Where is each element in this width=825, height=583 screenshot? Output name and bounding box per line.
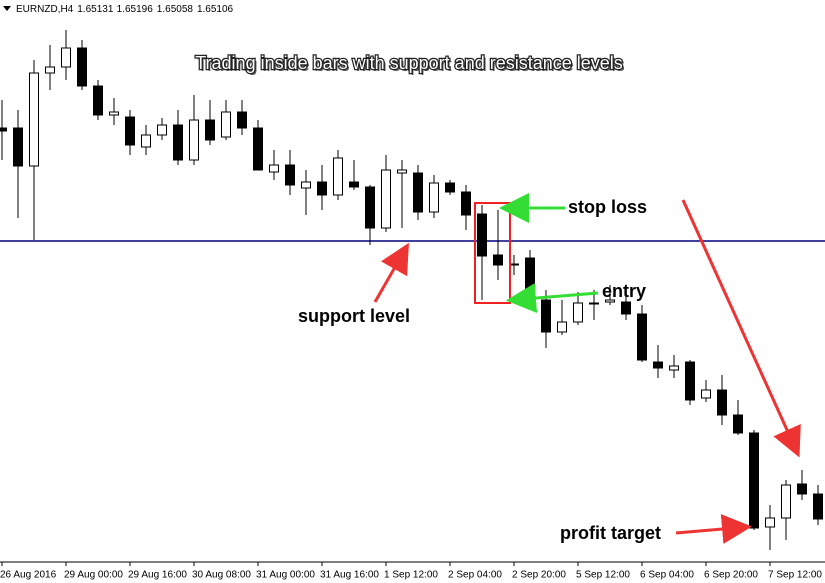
candle-body (477, 213, 487, 257)
candle-body (109, 111, 119, 116)
candle-body (781, 484, 791, 519)
candle-body (61, 47, 71, 68)
candle-body (205, 119, 215, 141)
candle-body (813, 493, 823, 520)
annotation: stop loss (568, 197, 647, 217)
x-tick-label: 6 Sep 20:00 (704, 570, 758, 581)
x-tick-label: 29 Aug 00:00 (64, 570, 123, 581)
candle-body (621, 301, 631, 315)
candle-body (429, 182, 439, 213)
candle-body (221, 111, 231, 138)
candle-body (669, 365, 679, 371)
inside-bar-box (474, 202, 511, 304)
x-tick-label: 1 Sep 12:00 (384, 570, 438, 581)
candle-body (317, 181, 327, 196)
header-price: 1.65058 (157, 4, 194, 15)
candle-body (701, 389, 711, 399)
candle-body (797, 483, 807, 495)
x-tick-label: 6 Sep 04:00 (640, 570, 694, 581)
menu-triangle (3, 6, 11, 11)
x-tick-label: 7 Sep 12:00 (768, 570, 822, 581)
candle-body (253, 127, 263, 171)
candle-body (765, 517, 775, 528)
title-shadow: Trading inside bars with support and res… (197, 55, 625, 75)
candle-body (749, 432, 759, 529)
candle-body (653, 361, 663, 369)
x-tick-label: 2 Sep 20:00 (512, 570, 566, 581)
candle-body (13, 127, 23, 167)
header-price: 1.65196 (117, 4, 154, 15)
candle-body (269, 164, 279, 173)
annotation: support level (298, 306, 410, 326)
x-tick-label: 26 Aug 2016 (0, 570, 57, 581)
header-price: 1.65106 (197, 4, 234, 15)
candle-body (173, 124, 183, 161)
x-tick-label: 31 Aug 16:00 (320, 570, 379, 581)
candle-body (333, 157, 343, 196)
x-tick-label: 2 Sep 04:00 (448, 570, 502, 581)
symbol: EURNZD,H4 (16, 4, 74, 15)
plot (0, 30, 825, 550)
x-tick-label: 31 Aug 00:00 (256, 570, 315, 581)
candle-body (29, 72, 39, 167)
candle-body (365, 186, 375, 229)
candle-body (381, 169, 391, 229)
candle-body (733, 414, 743, 434)
support-arrow (373, 242, 409, 303)
candle-body (493, 254, 503, 266)
annotation: entry (602, 281, 646, 301)
candle-body (717, 389, 727, 416)
x-tick-label: 5 Sep 12:00 (576, 570, 630, 581)
candle-body (525, 257, 535, 301)
candle-body (461, 191, 471, 216)
candle-body (157, 124, 167, 136)
candle-body (445, 182, 455, 193)
profit-arrow (675, 514, 752, 544)
candle-body (605, 299, 615, 303)
candle-body (349, 181, 359, 188)
candle-body (189, 119, 199, 161)
entry-arrow (506, 283, 599, 314)
candle-body (237, 111, 247, 129)
candle-body (77, 47, 87, 87)
x-tick-label: 30 Aug 08:00 (192, 570, 251, 581)
header-price: 1.65131 (77, 4, 114, 15)
annotation: profit target (560, 523, 661, 543)
candle-body (573, 302, 583, 323)
candle-body (285, 164, 295, 186)
candle-body (45, 66, 55, 74)
candle-body (541, 299, 551, 333)
chart-title: Trading inside bars with support and res… (195, 53, 623, 73)
candle-body (637, 313, 647, 361)
candle-body (141, 134, 151, 148)
candle-body (301, 181, 311, 189)
header: EURNZD,H4 1.65131 1.65196 1.65058 1.65106 (16, 4, 234, 15)
candle-body (413, 172, 423, 213)
candle-body (557, 321, 567, 333)
candle-body (0, 127, 7, 132)
candle-body (685, 361, 695, 401)
candle-body (397, 169, 407, 174)
x-tick-label: 29 Aug 16:00 (128, 570, 187, 581)
target-arrow (681, 199, 801, 458)
candle-body (589, 302, 599, 305)
candle-body (93, 85, 103, 116)
candle-body (125, 116, 135, 146)
